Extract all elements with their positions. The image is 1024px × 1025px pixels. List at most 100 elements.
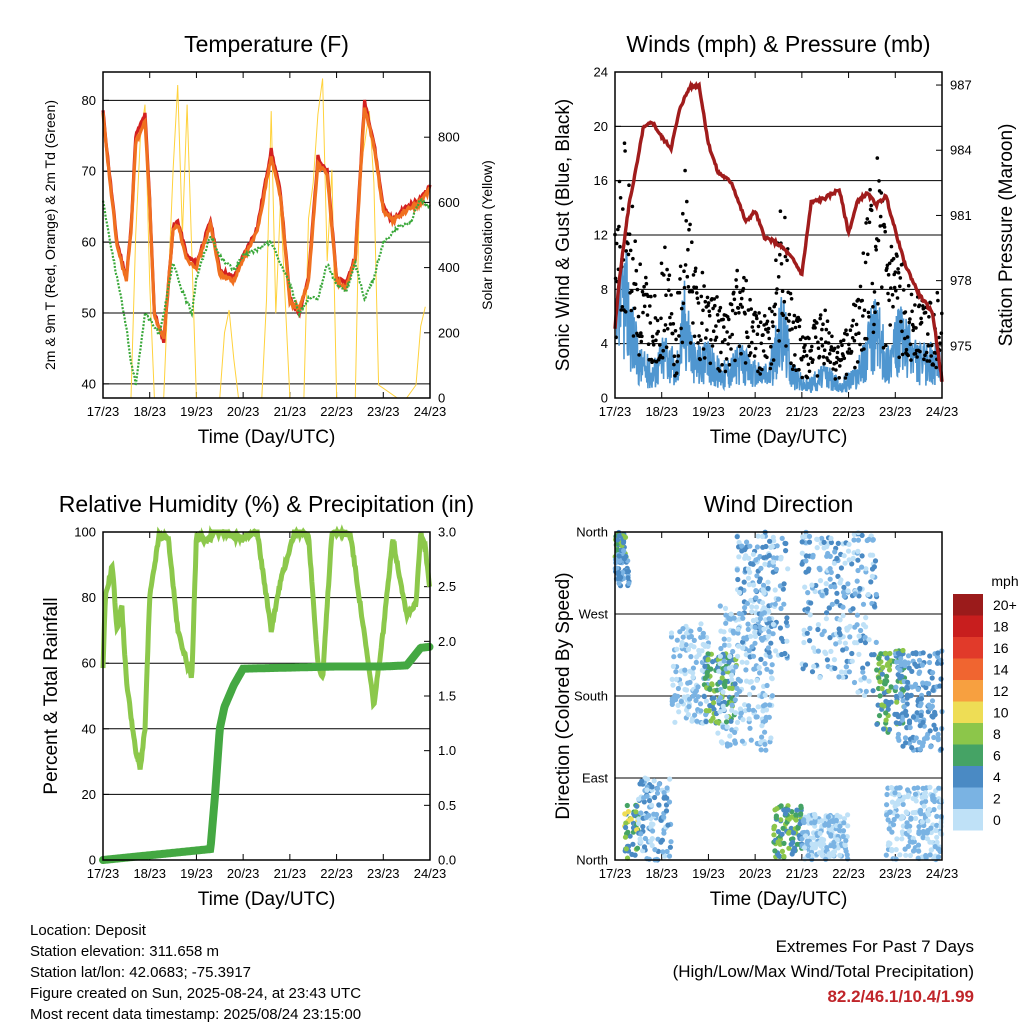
direction-point [790,839,796,846]
gust-point [651,343,656,347]
gust-point [871,305,875,309]
legend-swatch-10 [953,809,983,831]
direction-point [743,636,750,642]
direction-point [881,690,888,696]
direction-point [937,804,943,810]
direction-point [932,709,938,715]
direction-point [841,584,847,591]
direction-point [674,637,680,643]
direction-point [659,837,666,843]
gust-point [626,252,631,257]
direction-point [936,785,942,791]
direction-point [805,590,811,596]
direction-point [849,658,855,664]
direction-point [897,785,903,791]
direction-point [842,640,849,646]
direction-point [675,702,681,709]
direction-point [798,805,804,811]
ytick-right-label-2-6: 3.0 [438,525,456,540]
gust-point [813,326,817,330]
gust-point [713,303,717,308]
gust-point [717,309,722,313]
direction-point [696,647,702,654]
direction-point [929,675,935,681]
direction-point [644,787,650,793]
gust-point [896,267,900,271]
direction-point [883,710,889,716]
direction-point [916,739,923,745]
direction-point [745,566,752,572]
temp-series-line-2 [101,196,431,386]
gust-point [819,337,824,341]
direction-point [691,637,697,644]
direction-point [916,824,922,830]
gust-point [769,344,773,349]
gust-point [858,284,863,289]
direction-point [869,573,875,580]
direction-point [616,580,622,587]
gust-point [765,355,769,360]
direction-point [858,637,864,644]
direction-point [923,854,929,861]
gust-point [784,316,789,321]
direction-point [775,839,781,845]
direction-point [850,555,856,562]
direction-point [938,746,944,752]
gust-point [847,347,852,351]
gust-point [664,345,669,350]
direction-point [718,739,725,745]
direction-point [746,707,752,713]
legend-swatch-7 [953,744,983,766]
gust-point [828,360,833,365]
direction-point [897,675,903,681]
direction-point [803,553,809,559]
direction-point [732,738,738,744]
gust-point [707,313,712,318]
gust-point [792,313,797,318]
gust-point [807,336,811,341]
direction-point [840,674,846,680]
direction-point [734,534,740,540]
gust-point [775,287,779,291]
gust-point [821,355,826,359]
direction-point [766,649,772,656]
gust-point [623,149,627,153]
direction-point [906,740,913,746]
gust-point [681,211,685,216]
gust-point [616,227,620,232]
direction-point [791,848,798,854]
gust-point [893,270,898,275]
gust-point [760,367,764,372]
direction-point [919,819,926,825]
gust-point [815,321,819,325]
gust-point [748,351,753,355]
direction-point [826,851,832,857]
direction-point [920,719,926,725]
direction-point [744,678,750,684]
direction-point [912,661,918,667]
direction-point [836,630,843,636]
direction-point [889,829,895,835]
gust-point [646,294,650,299]
gust-point [888,323,892,327]
gust-point [885,266,889,271]
gust-point [634,268,639,273]
direction-point [930,687,936,693]
direction-point [616,533,622,539]
direction-point [772,807,778,813]
direction-point [812,845,819,851]
direction-point [920,650,926,656]
direction-point [753,604,760,610]
direction-point [851,679,858,686]
direction-point [737,589,743,596]
gust-point [672,362,676,367]
direction-point [874,721,880,727]
direction-point [793,812,799,818]
direction-point [855,548,861,555]
gust-point [739,351,743,356]
direction-point [727,742,733,748]
direction-point [729,702,735,708]
temp-series-line-1 [101,107,431,339]
gust-point [764,327,768,332]
direction-point [733,664,739,670]
